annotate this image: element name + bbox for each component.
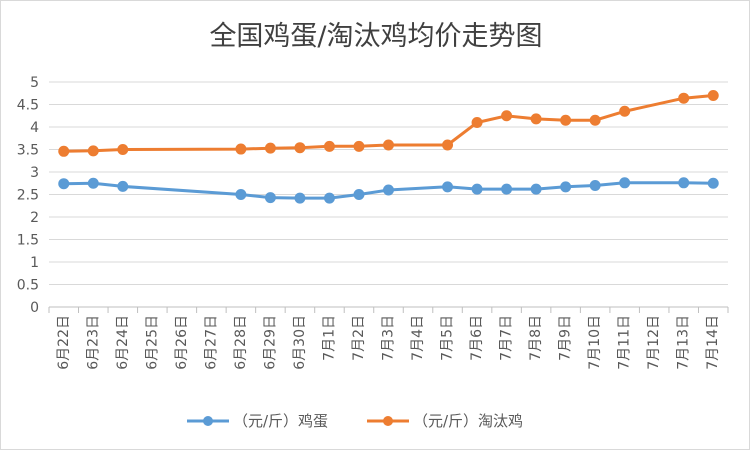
- y-tick-label: 3.5: [17, 143, 39, 159]
- data-point: [619, 105, 631, 117]
- x-tick-label: 7月6日: [469, 315, 485, 361]
- x-tick-label: 6月29日: [262, 315, 278, 370]
- data-point: [589, 180, 601, 191]
- x-tick-label: 6月27日: [203, 315, 219, 370]
- data-point: [678, 92, 690, 104]
- data-point: [87, 177, 99, 189]
- data-point: [87, 145, 99, 157]
- data-point: [353, 189, 365, 200]
- y-tick-label: 4: [30, 120, 39, 136]
- y-tick-label: 1: [30, 255, 39, 271]
- chart-title: 全国鸡蛋/淘汰鸡均价走势图: [209, 21, 543, 52]
- x-tick-label: 7月11日: [617, 315, 633, 370]
- data-point: [235, 189, 247, 200]
- x-tick-label: 6月22日: [56, 315, 72, 370]
- data-point: [530, 113, 542, 125]
- y-tick-label: 0: [30, 300, 39, 316]
- data-point: [530, 183, 542, 195]
- data-point: [323, 140, 335, 152]
- data-point: [471, 183, 483, 195]
- x-tick-label: 7月4日: [410, 315, 426, 361]
- x-tick-label: 6月25日: [144, 315, 160, 370]
- axis-layer: 0 0.5 1 1.5 2 2.5 3 3.5 4 4.5 5 6月22日 6月23日 6月24日 6月25…: [17, 75, 729, 370]
- x-tick-label: 7月8日: [528, 315, 544, 361]
- x-tick-label: 7月1日: [321, 315, 337, 361]
- x-tick-label: 7月10日: [587, 315, 603, 370]
- data-point: [264, 142, 276, 154]
- x-tick-label: 7月2日: [351, 315, 367, 361]
- x-tick-label: 6月28日: [233, 315, 249, 370]
- data-point: [117, 144, 129, 155]
- legend-marker: [203, 416, 213, 426]
- x-tick-label: 6月26日: [174, 315, 190, 370]
- data-point: [442, 181, 454, 193]
- y-tick-label: 0.5: [17, 278, 39, 294]
- legend-label: （元/斤）鸡蛋: [233, 412, 328, 430]
- data-point: [58, 145, 70, 157]
- data-point: [619, 177, 631, 189]
- x-tick-label: 6月23日: [85, 315, 101, 370]
- data-point: [471, 117, 483, 128]
- data-point: [117, 180, 129, 192]
- y-tick-label: 3: [30, 165, 39, 181]
- y-tick-label: 5: [30, 75, 39, 91]
- data-point: [501, 183, 513, 195]
- legend-label: （元/斤）淘汰鸡: [413, 412, 523, 430]
- data-point: [323, 192, 335, 204]
- data-point: [235, 143, 247, 155]
- data-point: [707, 90, 719, 101]
- data-point: [383, 139, 394, 151]
- data-point: [58, 178, 70, 190]
- data-point: [707, 177, 719, 189]
- x-tick-label: 6月24日: [115, 315, 131, 370]
- data-point: [442, 139, 454, 151]
- x-tick-label: 7月7日: [499, 315, 515, 361]
- x-tick-label: 6月30日: [292, 315, 308, 370]
- y-tick-label: 1.5: [17, 233, 39, 249]
- data-point: [353, 140, 365, 152]
- data-point: [501, 110, 513, 122]
- data-point: [589, 114, 601, 126]
- x-tick-label: 7月13日: [676, 315, 692, 370]
- data-point: [678, 177, 690, 189]
- x-tick-label: 7月3日: [381, 315, 397, 361]
- legend: （元/斤）鸡蛋 （元/斤）淘汰鸡: [187, 412, 523, 430]
- data-point: [383, 184, 394, 196]
- data-point: [560, 114, 572, 126]
- x-tick-label: 7月12日: [646, 315, 662, 370]
- legend-item: （元/斤）淘汰鸡: [367, 412, 523, 430]
- data-point: [264, 192, 276, 204]
- x-tick-label: 7月14日: [705, 315, 721, 370]
- y-tick-label: 2.5: [17, 188, 39, 204]
- y-tick-label: 4.5: [17, 98, 39, 114]
- legend-item: （元/斤）鸡蛋: [187, 412, 328, 430]
- data-point: [560, 181, 572, 193]
- x-tick-label: 7月5日: [440, 315, 456, 361]
- series-layer: [58, 90, 719, 204]
- legend-marker: [383, 416, 393, 426]
- data-point: [294, 192, 306, 204]
- x-tick-label: 7月9日: [558, 315, 574, 361]
- y-tick-label: 2: [30, 210, 39, 226]
- data-point: [294, 142, 306, 154]
